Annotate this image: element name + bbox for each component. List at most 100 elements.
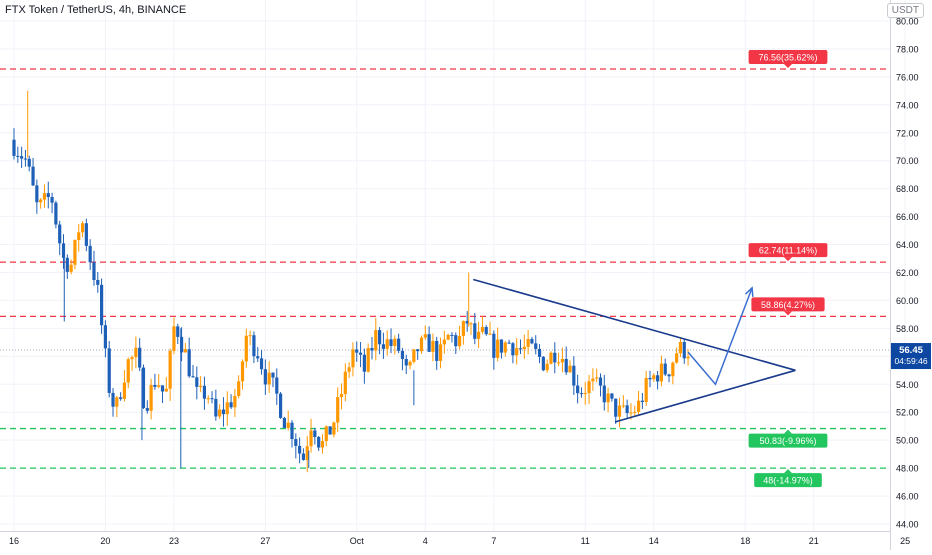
candle-body bbox=[282, 417, 286, 428]
candle-body bbox=[130, 357, 134, 360]
x-tick-label: 7 bbox=[491, 536, 496, 546]
candle-body bbox=[469, 323, 473, 325]
y-tick-label: 44.00 bbox=[896, 520, 919, 530]
candle-body bbox=[103, 325, 107, 349]
candle-body bbox=[461, 321, 465, 336]
candle-body bbox=[275, 377, 279, 394]
level-label-text: 76.56(35.62%) bbox=[758, 53, 817, 63]
y-tick-label: 60.00 bbox=[896, 296, 919, 306]
candle-body bbox=[526, 339, 530, 347]
candle-body bbox=[442, 339, 446, 345]
candle-body bbox=[271, 372, 275, 378]
candle-body bbox=[160, 385, 165, 392]
candle-body bbox=[164, 388, 168, 392]
candle-body bbox=[610, 393, 614, 399]
projection-arrowhead bbox=[745, 286, 754, 297]
candle-body bbox=[682, 341, 686, 359]
candles bbox=[12, 90, 690, 473]
candle-body bbox=[515, 348, 519, 356]
candle-body bbox=[667, 374, 671, 377]
candle-body bbox=[84, 223, 88, 246]
candle-body bbox=[301, 453, 306, 460]
candle-body bbox=[656, 375, 660, 382]
candle-body bbox=[202, 385, 207, 399]
candle-body bbox=[389, 339, 393, 346]
candle-body bbox=[172, 326, 176, 351]
price-tag-value: 56.45 bbox=[899, 345, 923, 356]
candle-body bbox=[393, 338, 397, 346]
candle-body bbox=[652, 375, 656, 380]
candle-body bbox=[587, 381, 591, 394]
candle-body bbox=[499, 339, 504, 353]
candle-body bbox=[267, 372, 271, 385]
candle-body bbox=[138, 347, 142, 368]
y-tick-label: 78.00 bbox=[896, 44, 919, 54]
candle-body bbox=[457, 335, 462, 347]
candle-body bbox=[69, 264, 73, 272]
y-tick-label: 48.00 bbox=[896, 464, 919, 474]
candle-body bbox=[199, 385, 203, 387]
candle-body bbox=[58, 224, 62, 244]
candle-body bbox=[252, 335, 256, 357]
candle-body bbox=[286, 422, 290, 428]
candle-body bbox=[328, 426, 332, 435]
x-tick-label: Oct bbox=[350, 536, 365, 546]
candle-body bbox=[27, 158, 31, 167]
candle-body bbox=[659, 363, 664, 382]
candle-body bbox=[606, 393, 610, 403]
candle-body bbox=[351, 349, 355, 368]
candle-body bbox=[419, 337, 424, 352]
x-tick-label: 16 bbox=[9, 536, 19, 546]
candle-body bbox=[381, 344, 386, 349]
level-label-pointer bbox=[784, 257, 792, 262]
candle-body bbox=[347, 367, 351, 372]
candle-body bbox=[65, 257, 69, 272]
candle-body bbox=[678, 341, 683, 354]
candle-body bbox=[488, 333, 492, 335]
candle-body bbox=[343, 371, 347, 395]
candle-body bbox=[549, 352, 553, 364]
level-label-text: 50.83(-9.96%) bbox=[759, 436, 816, 446]
candle-body bbox=[73, 240, 77, 265]
candle-body bbox=[92, 262, 96, 281]
candle-body bbox=[633, 411, 637, 413]
candle-body bbox=[617, 405, 622, 417]
candle-body bbox=[122, 382, 127, 399]
candle-body bbox=[23, 158, 28, 160]
candle-body bbox=[484, 327, 488, 335]
y-tick-label: 66.00 bbox=[896, 212, 919, 222]
y-tick-label: 52.00 bbox=[896, 408, 919, 418]
candle-body bbox=[320, 441, 325, 448]
y-tick-label: 58.00 bbox=[896, 324, 919, 334]
candle-body bbox=[534, 343, 538, 349]
y-tick-label: 70.00 bbox=[896, 156, 919, 166]
candle-body bbox=[298, 445, 302, 454]
candle-body bbox=[179, 336, 184, 353]
y-tick-label: 76.00 bbox=[896, 72, 919, 82]
candle-body bbox=[518, 348, 523, 350]
candle-body bbox=[115, 397, 119, 407]
candle-body bbox=[564, 358, 568, 373]
candle-body bbox=[480, 327, 485, 332]
x-tick-label: 4 bbox=[423, 536, 428, 546]
candle-body bbox=[61, 243, 66, 258]
candle-body bbox=[88, 245, 92, 263]
candle-body bbox=[408, 361, 412, 366]
candle-body bbox=[46, 193, 50, 198]
y-tick-label: 80.00 bbox=[896, 16, 919, 26]
candle-body bbox=[233, 395, 237, 408]
candle-body bbox=[477, 331, 481, 339]
level-label-box bbox=[748, 433, 828, 448]
candle-body bbox=[355, 349, 359, 353]
candle-body bbox=[629, 412, 633, 414]
candle-body bbox=[317, 436, 321, 448]
candle-body bbox=[358, 352, 363, 355]
candle-body bbox=[149, 384, 153, 411]
currency-badge[interactable]: USDT bbox=[886, 3, 924, 18]
candle-body bbox=[366, 348, 370, 372]
candle-body bbox=[176, 326, 180, 337]
x-tick-label: 14 bbox=[649, 536, 659, 546]
y-tick-label: 64.00 bbox=[896, 240, 919, 250]
